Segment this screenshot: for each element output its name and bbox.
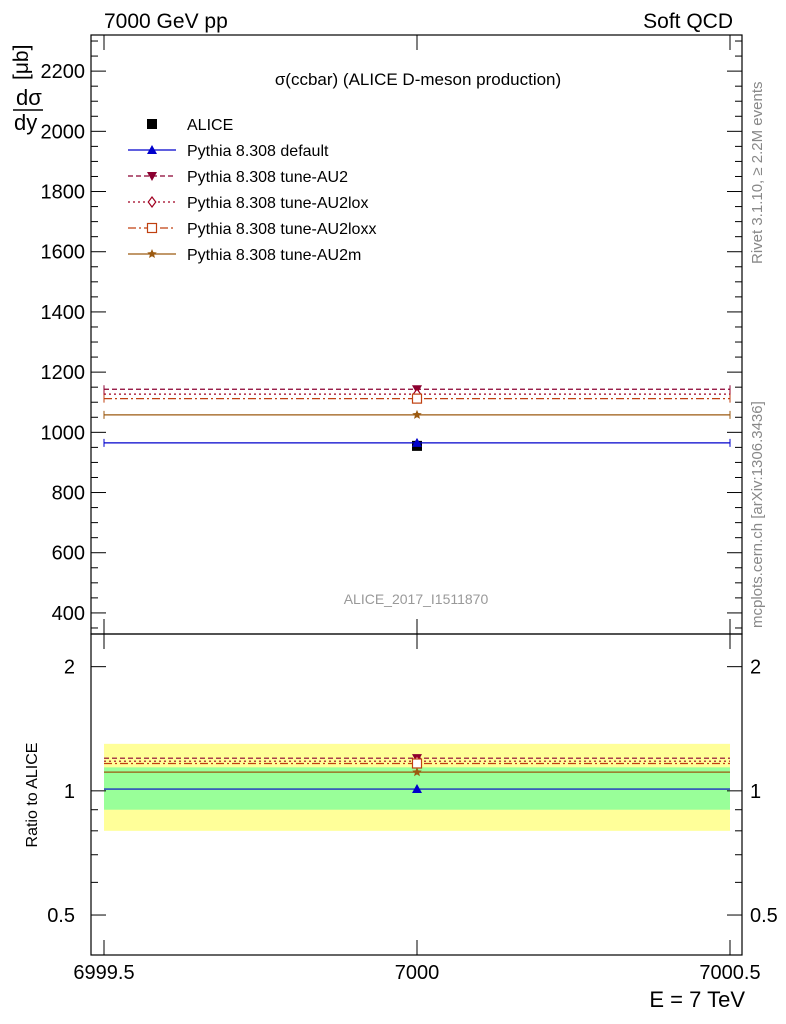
ratio-point-pythia-8-308-tune-au2loxx [411,758,423,769]
x-tick-label: 7000 [395,962,440,984]
y-tick-label: 1600 [41,242,86,264]
legend-label-alice: ALICE [187,117,233,134]
chart-title: σ(ccbar) (ALICE D-meson production) [275,70,561,89]
x-tick-label: 7000.5 [699,962,760,984]
legend-label-pythia-8-308-tune-au2m: Pythia 8.308 tune-AU2m [187,247,361,264]
y-tick-label: 1200 [41,362,86,384]
legend-label-pythia-8-308-tune-au2lox: Pythia 8.308 tune-AU2lox [187,195,368,212]
point-pythia-8-308-tune-au2loxx [411,393,423,404]
ratio-point-pythia-8-308-default [412,784,422,794]
ratio-tick-label: 2 [64,657,75,679]
ratio-tick-label-right: 1 [750,781,761,803]
main-y-ticks: 400 600 800 1000 1200 1400 1600 1800 2000 2200 [41,40,742,629]
y-tick-label: 1400 [41,302,86,324]
legend-label-pythia-8-308-tune-au2loxx: Pythia 8.308 tune-AU2loxx [187,221,376,238]
ratio-tick-label: 0.5 [47,905,75,927]
x-tick-label: 6999.5 [73,962,134,984]
point-pythia-8-308-default [412,437,422,447]
x-axis-label: E = 7 TeV [649,987,745,1012]
y-label-unit: [μb] [10,45,33,80]
legend-marker-pythia-8-308-tune-au2 [147,172,157,181]
ratio-y-ticks: 0.5 0.5 1 1 2 2 [47,657,778,927]
mcplots-info: mcplots.cern.ch [arXiv:1306.3436] [749,401,766,628]
y-tick-label: 2200 [41,61,86,83]
analysis-watermark: ALICE_2017_I1511870 [344,591,489,607]
main-y-label: dσ dy [μb] [10,45,43,135]
y-tick-label: 1800 [41,182,86,204]
rivet-info: Rivet 3.1.10, ≥ 2.2M events [749,82,766,265]
y-tick-label: 1000 [41,422,86,444]
legend: ALICE Pythia 8.308 default Pythia 8.308 tu… [128,117,376,264]
legend-marker-pythia-8-308-default [147,145,157,154]
ratio-tick-label-right: 2 [750,657,761,679]
ratio-tick-label-right: 0.5 [750,905,778,927]
y-tick-label: 400 [52,603,85,625]
ratio-y-label: Ratio to ALICE [24,743,41,848]
ratio-tick-label: 1 [64,781,75,803]
legend-marker-pythia-8-308-tune-au2m [147,249,157,259]
legend-marker-pythia-8-308-tune-au2loxx [146,222,158,234]
ratio-series [104,754,730,794]
header-left: 7000 GeV pp [104,10,228,33]
ratio-point-pythia-8-308-tune-au2m [412,767,422,777]
header-right: Soft QCD [643,10,733,33]
point-pythia-8-308-tune-au2m [412,409,422,419]
x-ticks: 6999.5 7000 7000.5 [73,35,761,984]
legend-marker-alice [147,119,157,129]
legend-marker-pythia-8-308-tune-au2lox [147,196,157,208]
legend-label-pythia-8-308-default: Pythia 8.308 default [187,143,329,160]
y-label-denominator: dy [14,110,37,135]
main-series [103,385,731,451]
y-tick-label: 600 [52,543,85,565]
y-label-numerator: dσ [16,85,42,110]
y-tick-label: 2000 [41,121,86,143]
y-tick-label: 800 [52,483,85,505]
legend-label-pythia-8-308-tune-au2: Pythia 8.308 tune-AU2 [187,169,348,186]
